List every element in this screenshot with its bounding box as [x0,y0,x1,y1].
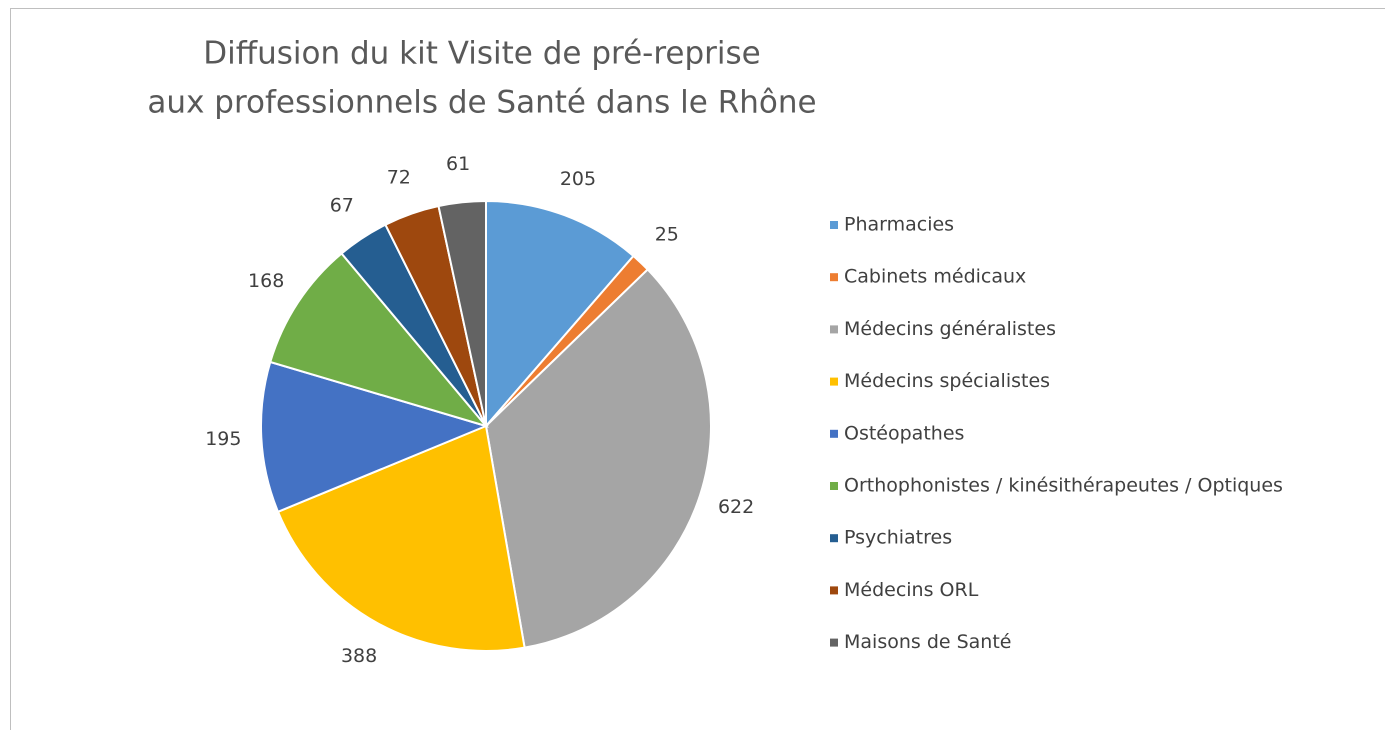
data-label: 195 [205,428,241,450]
legend-swatch [830,221,838,229]
legend-label: Psychiatres [844,527,952,549]
pie-slice [484,268,712,649]
pie-slice [269,252,489,428]
legend-label: Cabinets médicaux [844,266,1026,288]
legend-label: Orthophonistes / kinésithérapeutes / Opt… [844,475,1283,497]
legend-swatch [830,325,838,334]
legend-label: Ostéopathes [844,422,964,444]
legend-swatch [830,534,838,543]
legend-swatch [830,586,838,595]
data-label: 61 [446,153,470,175]
data-label: 388 [341,645,377,667]
legend-label: Maisons de Santé [844,631,1012,653]
pie-slice [437,199,487,427]
chart-title: aux professionnels de Santé dans le Rhôn… [147,85,816,121]
data-label: 168 [248,270,284,292]
data-label: 25 [655,223,679,245]
legend-label: Pharmacies [844,214,954,236]
data-label: 72 [387,166,411,188]
pie-slice [276,424,526,652]
legend-swatch [830,273,838,282]
legend-swatch [830,377,838,386]
data-label: 622 [718,496,754,518]
legend-label: Médecins spécialistes [844,370,1050,392]
legend-label: Médecins généralistes [844,318,1056,340]
data-label: 67 [330,195,354,217]
legend-swatch [830,482,838,490]
pie-slice [260,360,489,514]
chart-title: Diffusion du kit Visite de pré-reprise [203,36,760,72]
legend-label: Médecins ORL [844,579,979,601]
pie-slice [485,199,635,429]
data-label: 205 [560,168,596,190]
legend-swatch [830,429,838,438]
legend-swatch [830,638,838,647]
